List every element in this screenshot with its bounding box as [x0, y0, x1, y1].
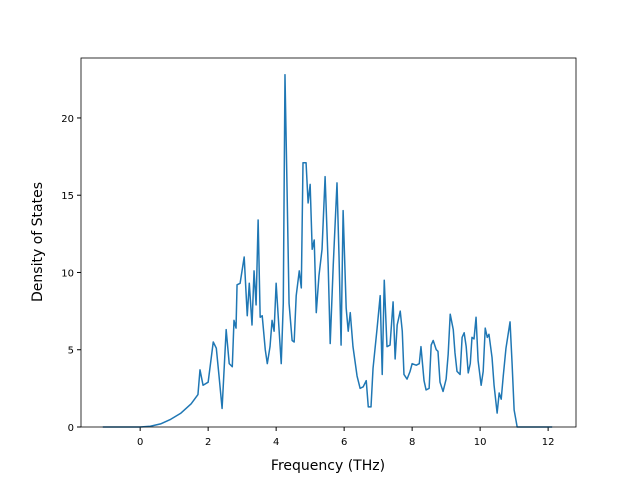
y-tick-label: 20 — [61, 114, 74, 125]
data-line — [102, 73, 553, 428]
y-tick-label: 5 — [68, 346, 74, 357]
plot-frame — [80, 57, 577, 428]
x-tick-label: 6 — [341, 437, 347, 448]
x-tick-label: 8 — [409, 437, 415, 448]
y-tick-label: 10 — [61, 268, 74, 279]
x-tick-label: 10 — [474, 437, 487, 448]
x-axis-label: Frequency (THz) — [271, 458, 385, 474]
y-tick-label: 15 — [61, 191, 74, 202]
x-tick-label: 2 — [205, 437, 211, 448]
x-tick-label: 12 — [542, 437, 555, 448]
x-tick-label: 4 — [273, 437, 279, 448]
y-tick-label: 0 — [68, 423, 74, 434]
x-tick-label: 0 — [137, 437, 143, 448]
y-axis-label: Density of States — [30, 182, 46, 302]
